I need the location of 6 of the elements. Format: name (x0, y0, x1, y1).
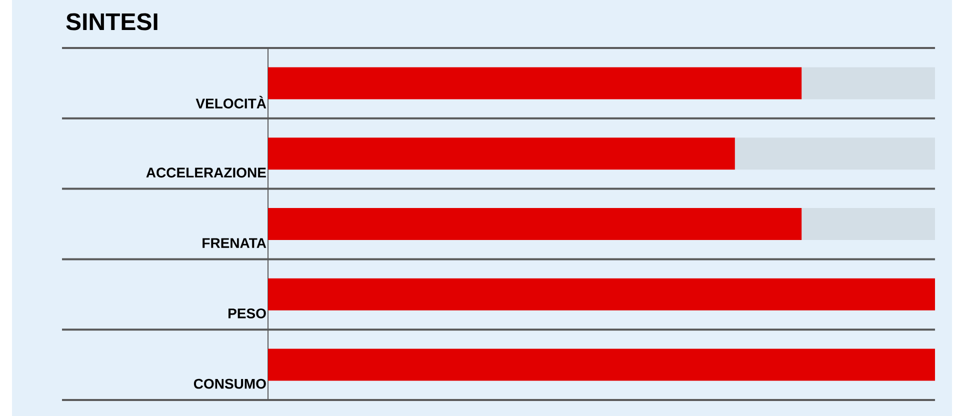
y-tick-label: VELOCITÀ (196, 96, 266, 108)
chart-title: SINTESI (66, 13, 158, 30)
y-tick-label: CONSUMO (194, 378, 266, 389)
y-tick-label: ACCELERAZIONE (146, 168, 266, 178)
y-tick-label: PESO (228, 308, 266, 318)
y-tick-label: FRENATA (202, 238, 266, 248)
